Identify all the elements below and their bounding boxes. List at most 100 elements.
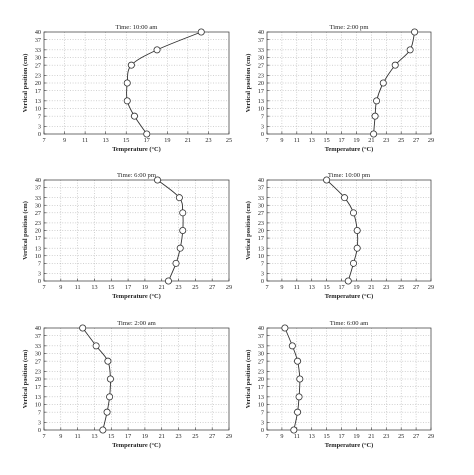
data-point	[99, 426, 107, 434]
y-tick-label: 33	[258, 343, 264, 350]
y-tick-label: 3	[38, 419, 41, 426]
x-tick-label: 27	[209, 433, 215, 440]
x-tick-label: 17	[338, 137, 344, 144]
y-tick-label: 23	[35, 72, 41, 79]
chart-panel-2: 7 9 11 13 15 17 19 21 23 25 27 29037101317202327303…	[245, 24, 434, 153]
data-point	[371, 112, 379, 120]
y-tick-label: 33	[258, 195, 264, 202]
y-tick-label: 17	[35, 235, 41, 242]
y-tick-label: 7	[261, 409, 264, 416]
data-point	[373, 97, 381, 105]
data-point	[179, 226, 187, 234]
x-tick-label: 13	[103, 137, 109, 144]
y-tick-label: 17	[258, 88, 264, 95]
y-axis-label: Vertical position (cm)	[245, 54, 252, 113]
y-tick-label: 27	[258, 210, 264, 217]
x-tick-label: 9	[63, 137, 66, 144]
x-axis-label: Temperature (°C)	[325, 293, 374, 300]
y-tick-label: 3	[261, 123, 264, 130]
x-tick-label: 25	[192, 433, 198, 440]
y-tick-label: 3	[261, 419, 264, 426]
data-point	[281, 324, 289, 332]
x-tick-label: 13	[91, 284, 97, 291]
y-tick-label: 10	[35, 253, 41, 260]
y-tick-label: 10	[258, 253, 264, 260]
x-tick-label: 23	[175, 433, 181, 440]
data-point	[294, 357, 302, 365]
y-tick-label: 3	[38, 271, 41, 278]
data-point	[296, 375, 304, 383]
y-tick-label: 30	[258, 351, 264, 358]
x-tick-label: 21	[368, 284, 374, 291]
y-tick-label: 10	[35, 402, 41, 409]
x-tick-label: 23	[383, 284, 389, 291]
x-tick-label: 7	[265, 433, 268, 440]
y-tick-label: 33	[35, 195, 41, 202]
y-axis-label: Vertical position (cm)	[22, 54, 29, 113]
y-tick-label: 37	[258, 333, 264, 340]
y-tick-label: 27	[258, 62, 264, 69]
x-tick-label: 17	[338, 433, 344, 440]
x-axis-label: Temperature (°C)	[325, 146, 374, 153]
x-tick-label: 17	[144, 137, 150, 144]
y-tick-label: 0	[261, 427, 264, 434]
data-point	[353, 226, 361, 234]
x-tick-label: 15	[123, 137, 129, 144]
x-tick-label: 7	[42, 284, 45, 291]
chart-panel-1: 7 9 11 13 15 17 19 21 23 250371013172023273033374…	[22, 24, 232, 153]
chart-panel-4: 7 9 11 13 15 17 19 21 23 25 27 29037101317202327303…	[245, 172, 434, 300]
x-tick-label: 17	[338, 284, 344, 291]
x-axis-label: Temperature (°C)	[112, 293, 161, 300]
x-tick-label: 25	[398, 137, 404, 144]
data-point	[106, 393, 114, 401]
x-tick-label: 9	[59, 284, 62, 291]
y-tick-label: 13	[258, 394, 264, 401]
data-point	[341, 194, 349, 202]
x-tick-label: 23	[175, 284, 181, 291]
y-tick-label: 0	[38, 278, 41, 285]
chart-title: Time: 2:00 am	[117, 320, 156, 327]
x-tick-label: 19	[164, 137, 170, 144]
x-tick-label: 7	[265, 284, 268, 291]
y-tick-label: 23	[258, 72, 264, 79]
y-axis-label: Vertical position (cm)	[22, 350, 29, 409]
x-tick-label: 21	[159, 284, 165, 291]
x-axis-label: Temperature (°C)	[325, 442, 374, 449]
y-axis-label: Vertical position (cm)	[22, 201, 29, 260]
y-tick-label: 17	[35, 384, 41, 391]
y-tick-label: 20	[258, 80, 264, 87]
y-tick-label: 33	[35, 343, 41, 350]
x-tick-label: 23	[383, 137, 389, 144]
y-tick-label: 30	[258, 202, 264, 209]
x-tick-label: 9	[280, 433, 283, 440]
x-tick-label: 29	[428, 284, 434, 291]
y-tick-label: 13	[35, 245, 41, 252]
x-tick-label: 9	[280, 137, 283, 144]
data-point	[130, 112, 138, 120]
x-axis-label: Temperature (°C)	[112, 146, 161, 153]
x-tick-label: 19	[353, 433, 359, 440]
y-tick-label: 27	[35, 210, 41, 217]
y-tick-label: 10	[258, 106, 264, 113]
y-tick-label: 0	[261, 131, 264, 138]
y-tick-label: 37	[35, 185, 41, 192]
x-tick-label: 29	[226, 284, 232, 291]
data-point	[143, 130, 151, 138]
data-point	[391, 61, 399, 69]
y-tick-label: 27	[258, 358, 264, 365]
y-tick-label: 30	[35, 202, 41, 209]
y-tick-label: 7	[38, 113, 41, 120]
data-point	[288, 342, 296, 350]
x-tick-label: 11	[75, 284, 81, 291]
x-tick-label: 23	[205, 137, 211, 144]
data-point	[172, 259, 180, 267]
y-tick-label: 13	[258, 98, 264, 105]
chart-title: Time: 10:00 pm	[328, 172, 371, 179]
x-tick-label: 7	[265, 137, 268, 144]
y-tick-label: 20	[258, 228, 264, 235]
y-tick-label: 0	[261, 278, 264, 285]
y-tick-label: 27	[35, 358, 41, 365]
chart-title: Time: 6:00 am	[330, 320, 369, 327]
x-tick-label: 7	[42, 433, 45, 440]
